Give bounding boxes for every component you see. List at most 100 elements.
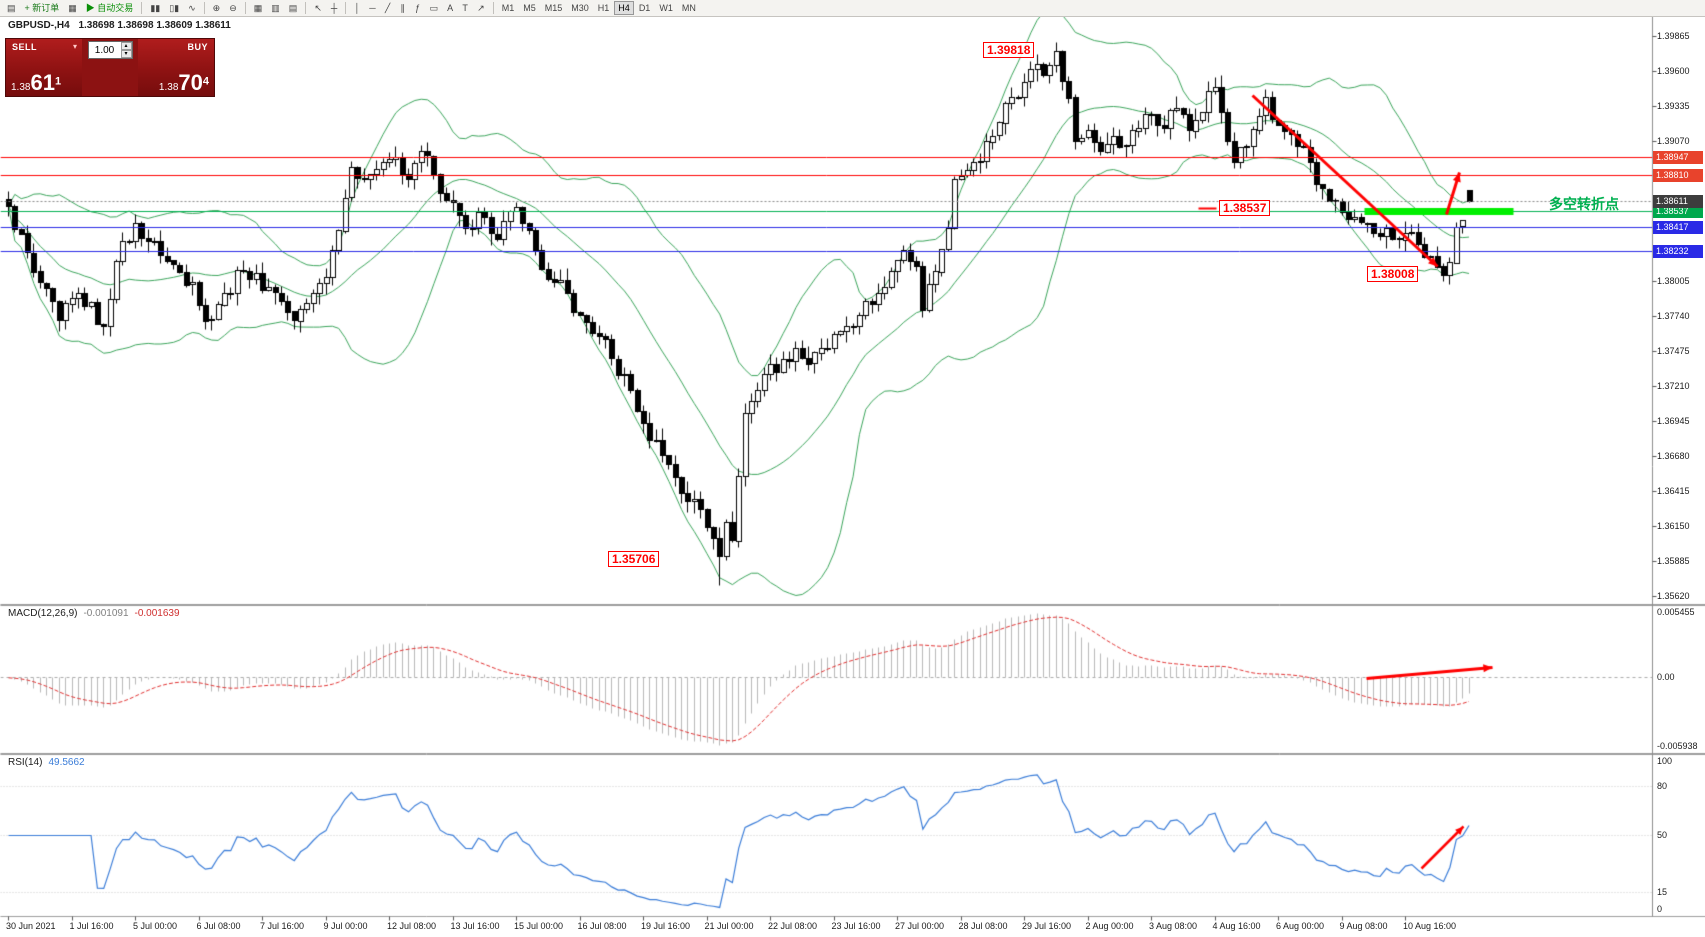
volume-increase-button[interactable]: ▴ bbox=[120, 42, 132, 50]
toolbar-separator bbox=[203, 2, 205, 14]
arrow-tool-button[interactable]: ↗ bbox=[473, 1, 489, 15]
sell-button[interactable]: SELL ▾ 1.38611 bbox=[6, 39, 82, 96]
label-button[interactable]: T bbox=[458, 1, 472, 15]
price-tick-label: 1.36945 bbox=[1657, 416, 1690, 427]
macd-axis-label: 0.00 bbox=[1657, 672, 1675, 683]
macd-axis-label: -0.005938 bbox=[1657, 741, 1698, 751]
price-tick-label: 1.35885 bbox=[1657, 556, 1690, 567]
tf-mn-button[interactable]: MN bbox=[678, 1, 700, 15]
time-tick-label: 6 Aug 00:00 bbox=[1276, 921, 1325, 931]
zoom-out-button[interactable]: ⊖ bbox=[225, 1, 241, 15]
time-tick-label: 15 Jul 00:00 bbox=[514, 921, 564, 931]
volume-box: ▴ ▾ bbox=[82, 39, 138, 96]
chart-window-button[interactable]: ▦ bbox=[64, 1, 81, 15]
crosshair-button[interactable]: ┼ bbox=[327, 1, 341, 15]
tf-m5-button[interactable]: M5 bbox=[519, 1, 540, 15]
price-tick-label: 1.37740 bbox=[1657, 311, 1690, 322]
text-button[interactable]: A bbox=[443, 1, 457, 15]
symbol-name: GBPUSD-,H4 bbox=[8, 20, 70, 31]
time-tick-label: 22 Jul 08:00 bbox=[768, 921, 818, 931]
price-annotation-box[interactable]: 1.38537 bbox=[1219, 200, 1271, 216]
toolbar-separator bbox=[305, 2, 307, 14]
vertical-line-button[interactable]: │ bbox=[350, 1, 364, 15]
buy-button[interactable]: BUY 1.38704 bbox=[138, 39, 214, 96]
zoom-in-button[interactable]: ⊕ bbox=[209, 1, 225, 15]
time-tick-label: 9 Jul 00:00 bbox=[323, 921, 368, 931]
price-annotation-box[interactable]: 1.39818 bbox=[983, 42, 1035, 58]
new-chart-button[interactable]: ▤ bbox=[3, 1, 20, 15]
current-price-tag: 1.38611 bbox=[1653, 195, 1703, 209]
rsi-axis-label: 80 bbox=[1657, 781, 1668, 792]
time-tick-label: 4 Aug 16:00 bbox=[1212, 921, 1261, 931]
sell-price: 1.38611 bbox=[11, 70, 62, 95]
time-tick-label: 16 Jul 08:00 bbox=[577, 921, 627, 931]
time-tick-label: 19 Jul 16:00 bbox=[641, 921, 691, 931]
bar-chart-button[interactable]: ▮▮ bbox=[146, 1, 164, 15]
price-level-tag: 1.38947 bbox=[1653, 151, 1703, 165]
toolbar-separator bbox=[244, 2, 246, 14]
time-tick-label: 27 Jul 00:00 bbox=[895, 921, 945, 931]
price-annotation-box[interactable]: 1.35706 bbox=[608, 551, 660, 567]
tile-windows-button[interactable]: ▦ bbox=[250, 1, 267, 15]
tf-m15-button[interactable]: M15 bbox=[541, 1, 567, 15]
new-order-button[interactable]: + 新订单 bbox=[21, 1, 64, 15]
buy-label: BUY bbox=[187, 42, 208, 52]
rsi-axis-label: 100 bbox=[1657, 756, 1673, 766]
time-tick-label: 28 Jul 08:00 bbox=[958, 921, 1008, 931]
time-tick-label: 1 Jul 16:00 bbox=[69, 921, 114, 931]
time-tick-label: 3 Aug 08:00 bbox=[1149, 921, 1198, 931]
rsi-axis-label: 50 bbox=[1657, 830, 1668, 840]
toolbar-separator bbox=[492, 2, 494, 14]
macd-indicator-label: MACD(12,26,9) -0.001091 -0.001639 bbox=[8, 608, 180, 619]
time-tick-label: 12 Jul 08:00 bbox=[387, 921, 437, 931]
price-level-tag: 1.38537 bbox=[1653, 205, 1703, 219]
price-level-tag: 1.38232 bbox=[1653, 245, 1703, 259]
volume-input[interactable] bbox=[88, 42, 121, 58]
buy-price: 1.38704 bbox=[158, 70, 209, 95]
time-tick-label: 7 Jul 16:00 bbox=[260, 921, 305, 931]
tf-h1-button[interactable]: H1 bbox=[594, 1, 614, 15]
time-tick-label: 21 Jul 00:00 bbox=[704, 921, 754, 931]
shapes-button[interactable]: ▭ bbox=[426, 1, 443, 15]
chart-symbol-title: GBPUSD-,H4 1.38698 1.38698 1.38609 1.386… bbox=[8, 20, 231, 31]
tf-w1-button[interactable]: W1 bbox=[655, 1, 677, 15]
tf-h4-button[interactable]: H4 bbox=[614, 1, 634, 15]
time-tick-label: 13 Jul 16:00 bbox=[450, 921, 500, 931]
cursor-button[interactable]: ↖ bbox=[310, 1, 326, 15]
trendline-button[interactable]: ╱ bbox=[381, 1, 395, 15]
price-tick-label: 1.35620 bbox=[1657, 591, 1690, 601]
one-click-trading-widget: SELL ▾ 1.38611 ▴ ▾ BUY 1.38704 bbox=[5, 38, 215, 97]
fibonacci-button[interactable]: ƒ bbox=[411, 1, 425, 15]
tf-d1-button[interactable]: D1 bbox=[635, 1, 655, 15]
line-chart-button[interactable]: ∿ bbox=[184, 1, 200, 15]
candlestick-chart-button[interactable]: ▯▮ bbox=[165, 1, 183, 15]
turning-point-label[interactable]: 多空转折点 bbox=[1549, 196, 1619, 212]
arrange-windows-button[interactable]: ▤ bbox=[285, 1, 302, 15]
rsi-axis-label: 15 bbox=[1657, 886, 1668, 897]
horizontal-line-button[interactable]: ─ bbox=[365, 1, 379, 15]
time-tick-label: 5 Jul 00:00 bbox=[133, 921, 178, 931]
price-annotation-box[interactable]: 1.38008 bbox=[1367, 266, 1419, 282]
price-tick-label: 1.38005 bbox=[1657, 276, 1690, 287]
ohlc-values: 1.38698 1.38698 1.38609 1.38611 bbox=[78, 20, 231, 31]
autotrading-button[interactable]: ▶ 自动交易 bbox=[82, 1, 138, 15]
tf-m1-button[interactable]: M1 bbox=[498, 1, 519, 15]
volume-decrease-button[interactable]: ▾ bbox=[120, 50, 132, 58]
tf-m30-button[interactable]: M30 bbox=[567, 1, 593, 15]
price-tick-label: 1.36150 bbox=[1657, 521, 1690, 532]
channel-button[interactable]: ∥ bbox=[396, 1, 410, 15]
sell-label: SELL bbox=[12, 42, 38, 52]
time-tick-label: 2 Aug 00:00 bbox=[1085, 921, 1134, 931]
price-tick-label: 1.39600 bbox=[1657, 65, 1690, 76]
price-tick-label: 1.37210 bbox=[1657, 381, 1690, 392]
rsi-indicator-label: RSI(14) 49.5662 bbox=[8, 757, 85, 768]
toolbar-separator bbox=[141, 2, 143, 14]
time-tick-label: 23 Jul 16:00 bbox=[831, 921, 881, 931]
price-tick-label: 1.39865 bbox=[1657, 31, 1690, 41]
price-tick-label: 1.36415 bbox=[1657, 486, 1690, 497]
cascade-windows-button[interactable]: ▥ bbox=[267, 1, 284, 15]
time-tick-label: 29 Jul 16:00 bbox=[1022, 921, 1072, 931]
sell-menu-caret-icon: ▾ bbox=[72, 42, 77, 51]
